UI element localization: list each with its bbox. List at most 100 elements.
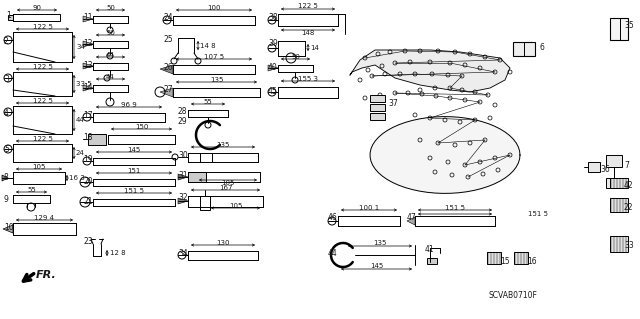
Text: 122 5: 122 5 [33,98,52,104]
Text: 12: 12 [83,39,93,48]
Bar [606,155,622,167]
Text: 148: 148 [301,30,315,36]
Text: 44: 44 [106,52,115,58]
Bar [610,178,628,188]
Polygon shape [83,41,93,47]
Text: 32: 32 [178,194,188,203]
Text: 34: 34 [76,44,85,50]
Text: 14: 14 [83,83,93,92]
Text: 36: 36 [600,166,610,174]
Text: 23: 23 [83,238,93,247]
Text: 39: 39 [268,39,278,48]
Text: 13: 13 [83,61,93,70]
Text: 100: 100 [207,5,221,11]
Polygon shape [2,175,8,181]
Bar [610,198,628,212]
Text: 29: 29 [178,117,188,127]
Text: FR.: FR. [36,270,57,280]
Text: 6: 6 [540,42,545,51]
Polygon shape [178,198,188,204]
Text: 50: 50 [106,5,115,11]
Text: 50: 50 [106,30,115,36]
Text: 24: 24 [163,13,173,23]
Polygon shape [407,217,415,225]
Text: 17: 17 [83,110,93,120]
Bar [13,14,60,21]
Text: 44: 44 [328,249,338,257]
Text: 167: 167 [219,185,232,191]
Text: 151 5: 151 5 [124,188,144,194]
Text: 9: 9 [4,196,9,204]
Text: 33 5: 33 5 [76,81,92,87]
Text: 100 1: 100 1 [359,205,379,211]
Text: 150: 150 [135,124,148,130]
Text: 16 3: 16 3 [69,175,84,181]
Text: 105: 105 [221,180,235,186]
Bar [514,252,528,264]
Text: 122 5: 122 5 [298,3,318,9]
Text: 105: 105 [229,203,242,209]
Bar [610,18,628,40]
Text: 40: 40 [268,63,278,71]
Text: 22: 22 [624,203,634,211]
Bar [606,178,622,188]
Text: 24: 24 [76,150,84,156]
Text: 38: 38 [268,13,278,23]
Text: 18: 18 [83,132,93,142]
Text: 107 5: 107 5 [204,54,224,60]
Text: 20: 20 [83,176,93,186]
Text: 28: 28 [178,108,188,116]
Text: 3: 3 [4,76,9,85]
Text: 12 8: 12 8 [110,250,125,256]
Text: 33: 33 [624,241,634,249]
Bar [610,236,628,252]
Text: 135: 135 [210,77,223,83]
Text: 96 9: 96 9 [121,102,137,108]
Text: 14 8: 14 8 [200,42,216,48]
Bar [588,162,600,172]
Text: 27: 27 [163,85,173,94]
Text: 145: 145 [127,147,141,153]
Text: 4: 4 [4,109,9,118]
Bar [370,104,385,111]
Text: 55: 55 [204,99,212,105]
Text: 44: 44 [106,74,115,80]
Text: 37: 37 [388,99,397,108]
Text: 35: 35 [624,20,634,29]
Text: 129 4: 129 4 [35,215,54,221]
Text: 155 3: 155 3 [298,76,318,82]
Text: 105: 105 [32,164,45,170]
Text: 50: 50 [291,54,300,60]
Text: 145: 145 [370,263,383,269]
Text: 122 5: 122 5 [33,64,52,70]
Text: 25: 25 [163,35,173,44]
Text: 26: 26 [163,63,173,71]
Polygon shape [178,174,188,180]
Text: 46: 46 [328,213,338,222]
Text: 5: 5 [4,145,9,154]
Polygon shape [83,16,93,22]
Text: 15: 15 [500,256,509,265]
Text: 1: 1 [6,11,11,20]
Text: 21: 21 [83,197,93,205]
Text: 47: 47 [407,213,417,222]
Bar [8,15,13,20]
Polygon shape [3,225,13,233]
Text: 42: 42 [624,181,634,189]
Text: 11: 11 [83,13,93,23]
Text: 151: 151 [127,168,141,174]
Text: 31: 31 [178,170,188,180]
Polygon shape [350,50,510,92]
Text: 135: 135 [216,142,230,148]
Text: 130: 130 [216,240,230,246]
Polygon shape [160,65,173,74]
Text: 44: 44 [76,117,84,123]
Polygon shape [268,65,278,71]
Text: 55: 55 [27,187,36,193]
Text: 41: 41 [425,246,435,255]
Polygon shape [83,85,93,91]
Text: 34: 34 [178,249,188,257]
Bar [370,95,385,102]
Text: 16: 16 [527,256,536,265]
Text: 122 5: 122 5 [33,136,52,142]
